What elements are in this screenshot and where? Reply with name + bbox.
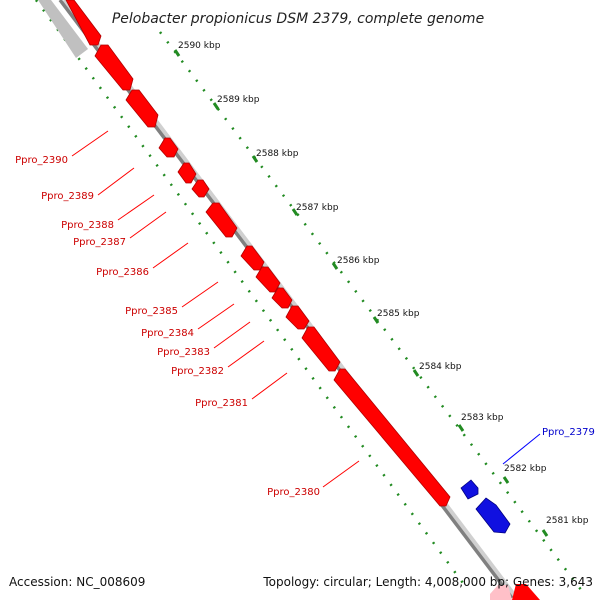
gene-arrow[interactable] [271,287,293,309]
scale-label: 2581 kbp [546,516,589,526]
gene-arrow-faded[interactable] [38,0,88,58]
gene-arrow[interactable] [301,326,341,372]
gene-arrow[interactable] [177,162,197,184]
accession-text: Accession: NC_008609 [9,575,145,589]
scale-label: 2586 kbp [337,256,380,266]
outer-tick-ring [159,31,586,596]
gene-arrow[interactable] [191,179,210,198]
inner-tick-ring [34,0,470,591]
gene-arrow[interactable] [205,202,238,238]
gene-label[interactable]: Ppro_2383 [157,347,210,358]
gene-arrow[interactable] [285,305,310,330]
gene-arrow[interactable] [460,479,479,500]
gene-label[interactable]: Ppro_2384 [141,328,194,339]
gene-arrow[interactable] [65,0,102,46]
scale-label: 2585 kbp [377,309,420,319]
genome-summary-text: Topology: circular; Length: 4,008,000 bp… [262,575,593,589]
gene-label[interactable]: Ppro_2388 [61,220,114,231]
gene-label[interactable]: Ppro_2380 [267,487,320,498]
gene-arrow[interactable] [255,266,281,293]
scale-label: 2584 kbp [419,362,462,372]
scale-label: 2587 kbp [296,203,339,213]
gene-label[interactable]: Ppro_2385 [125,306,178,317]
scale-label: 2582 kbp [504,464,547,474]
gene-label[interactable]: Ppro_2381 [195,398,248,409]
gene-label[interactable]: Ppro_2389 [41,191,94,202]
gene-arrow[interactable] [158,137,179,158]
scale-label: 2588 kbp [256,149,299,159]
gene-arrow[interactable] [125,89,159,128]
map-title: Pelobacter propionicus DSM 2379, complet… [112,11,484,27]
gene-labels: Ppro_2390 Ppro_2389 Ppro_2388 Ppro_2387 … [15,155,595,498]
gene-label[interactable]: Ppro_2382 [171,366,224,377]
gene-label[interactable]: Ppro_2379 [542,427,595,438]
label-leaders [71,130,541,488]
gene-label[interactable]: Ppro_2386 [96,267,149,278]
gene-arrow-faded[interactable] [490,585,512,600]
gene-arrow[interactable] [240,245,265,271]
reverse-strand-genes [38,0,540,600]
scale-ticks [173,49,549,537]
gene-label[interactable]: Ppro_2390 [15,155,68,166]
scale-label: 2589 kbp [217,95,260,105]
gene-arrow[interactable] [475,497,511,534]
scale-label: 2590 kbp [178,41,221,51]
gene-arrow[interactable] [512,584,540,600]
forward-strand-genes [460,479,511,534]
scale-labels: 2590 kbp 2589 kbp 2588 kbp 2587 kbp 2586… [178,41,589,526]
scale-label: 2583 kbp [461,413,504,423]
gene-arrow[interactable] [333,368,451,507]
gene-label[interactable]: Ppro_2387 [73,237,126,248]
gene-arrow[interactable] [94,44,134,91]
